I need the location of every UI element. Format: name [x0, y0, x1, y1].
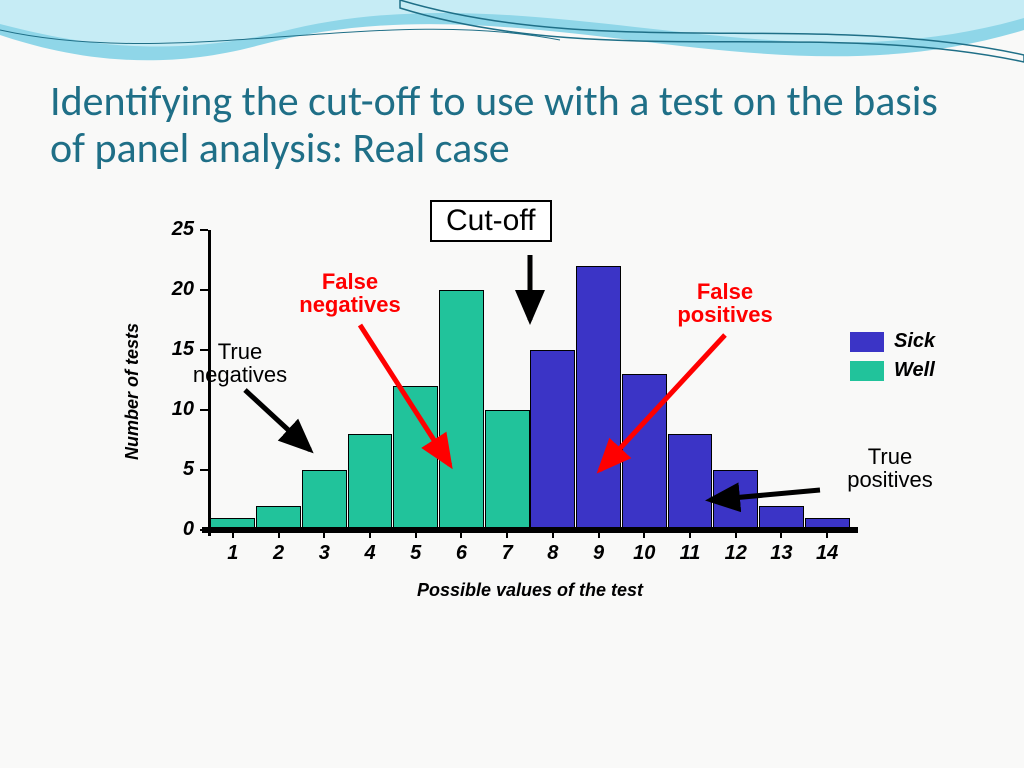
false-negatives-label: Falsenegatives [285, 270, 415, 316]
legend-item-well: Well [850, 359, 935, 382]
bar-well-4 [348, 434, 393, 530]
ytick-mark-25 [200, 229, 208, 231]
ytick-mark-5 [200, 469, 208, 471]
xtick-5: 5 [396, 542, 436, 565]
xtick-9: 9 [579, 542, 619, 565]
legend: Sick Well [850, 330, 935, 388]
xtick-mark-6 [460, 530, 462, 538]
xtick-mark-2 [278, 530, 280, 538]
xtick-3: 3 [304, 542, 344, 565]
xtick-14: 14 [807, 542, 847, 565]
xtick-mark-5 [415, 530, 417, 538]
bar-well-6 [439, 290, 484, 530]
bar-well-5 [393, 386, 438, 530]
y-axis-title: Number of tests [122, 323, 143, 460]
xtick-mark-10 [643, 530, 645, 538]
ytick-5: 5 [154, 458, 194, 481]
xtick-mark-8 [552, 530, 554, 538]
legend-item-sick: Sick [850, 330, 935, 353]
xtick-mark-12 [735, 530, 737, 538]
chart-container: Cut-off 0510152025 1234567891011121314 N… [130, 200, 910, 710]
true-negatives-label: Truenegatives [180, 340, 300, 386]
legend-swatch-well [850, 361, 884, 381]
xtick-6: 6 [441, 542, 481, 565]
xtick-mark-13 [780, 530, 782, 538]
xtick-11: 11 [670, 542, 710, 565]
xtick-mark-11 [689, 530, 691, 538]
xtick-1: 1 [213, 542, 253, 565]
ytick-20: 20 [154, 278, 194, 301]
legend-label-sick: Sick [894, 330, 935, 353]
bar-well-3 [302, 470, 347, 530]
false-positives-label: Falsepositives [660, 280, 790, 326]
xtick-4: 4 [350, 542, 390, 565]
bar-sick-12 [713, 470, 758, 530]
ytick-mark-10 [200, 409, 208, 411]
xtick-mark-9 [598, 530, 600, 538]
ytick-0: 0 [154, 518, 194, 541]
x-axis-title: Possible values of the test [210, 580, 850, 601]
ytick-mark-0 [200, 529, 208, 531]
legend-swatch-sick [850, 332, 884, 352]
xtick-7: 7 [487, 542, 527, 565]
xtick-mark-3 [323, 530, 325, 538]
ytick-25: 25 [154, 218, 194, 241]
bar-sick-9 [576, 266, 621, 530]
xtick-8: 8 [533, 542, 573, 565]
bar-sick-11 [668, 434, 713, 530]
bar-well-7 [485, 410, 530, 530]
x-axis-line [202, 527, 858, 533]
bar-sick-8 [530, 350, 575, 530]
xtick-mark-1 [232, 530, 234, 538]
xtick-10: 10 [624, 542, 664, 565]
xtick-12: 12 [716, 542, 756, 565]
ytick-mark-20 [200, 289, 208, 291]
xtick-mark-7 [506, 530, 508, 538]
true-positives-label: Truepositives [830, 445, 950, 491]
slide-title: Identifying the cut-off to use with a te… [50, 78, 980, 172]
xtick-mark-14 [826, 530, 828, 538]
xtick-mark-4 [369, 530, 371, 538]
legend-label-well: Well [894, 359, 935, 382]
xtick-13: 13 [761, 542, 801, 565]
bar-sick-10 [622, 374, 667, 530]
ytick-10: 10 [154, 398, 194, 421]
xtick-2: 2 [259, 542, 299, 565]
